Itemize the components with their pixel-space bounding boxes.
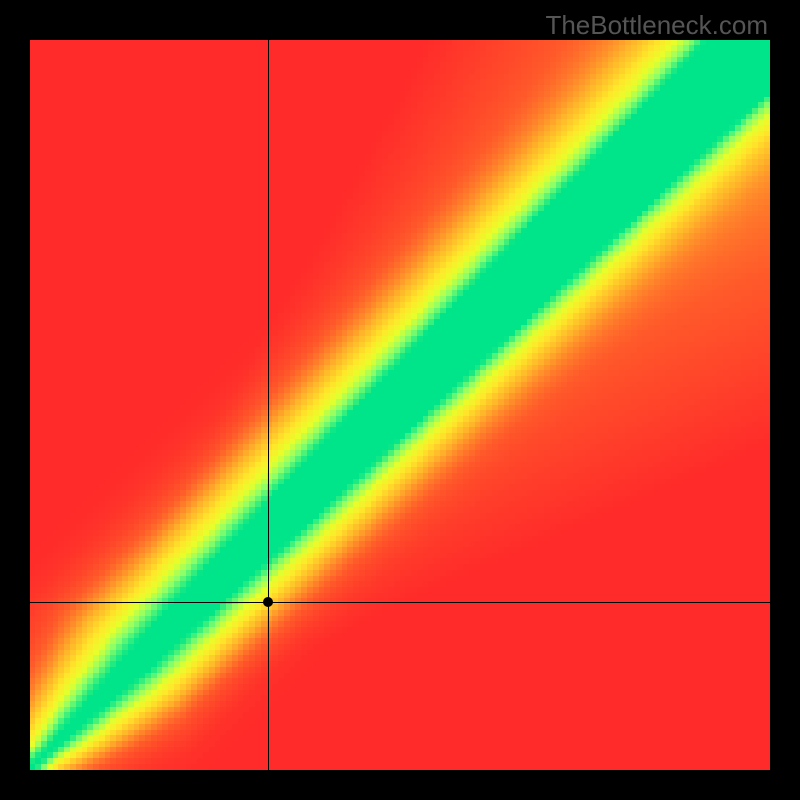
- watermark-text: TheBottleneck.com: [545, 10, 768, 41]
- chart-container: TheBottleneck.com: [0, 0, 800, 800]
- intersection-marker: [263, 597, 273, 607]
- heatmap-canvas: [30, 40, 770, 770]
- crosshair-vertical: [268, 40, 269, 770]
- crosshair-horizontal: [30, 602, 770, 603]
- heatmap-plot: [30, 40, 770, 770]
